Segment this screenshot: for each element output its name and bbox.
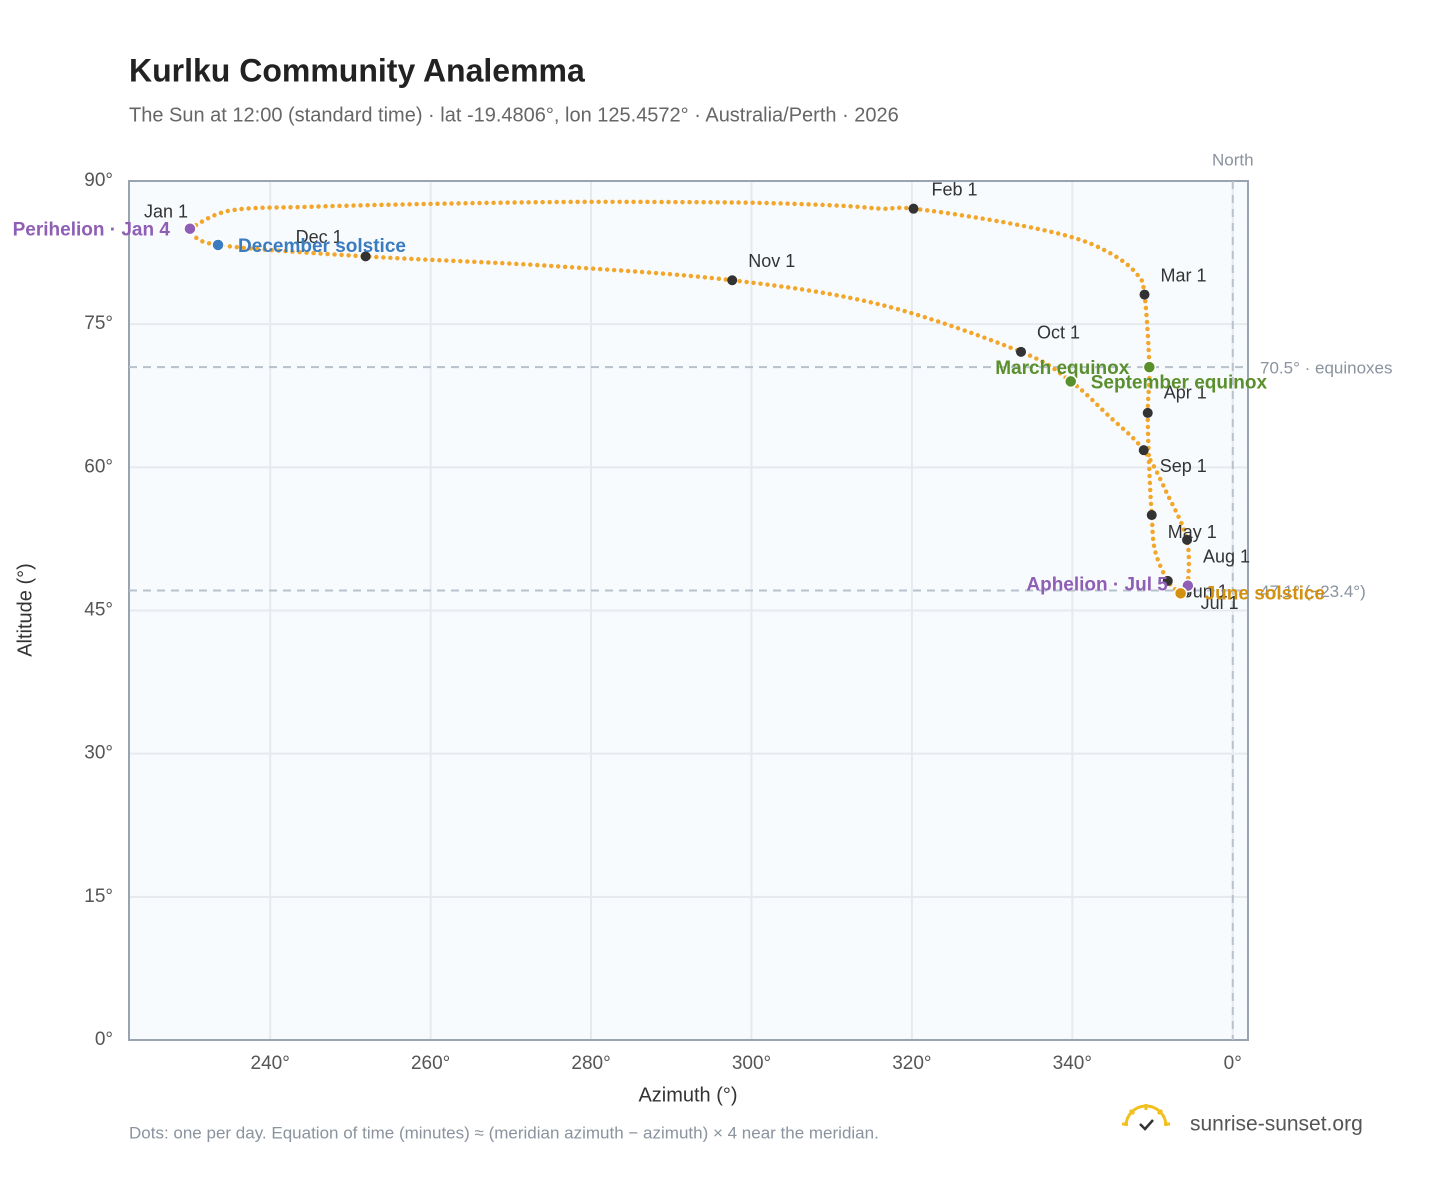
event-label: Perihelion · Jan 4 — [13, 220, 171, 241]
footnote: Dots: one per day. Equation of time (min… — [129, 1123, 879, 1142]
chart-title: Kurlku Community Analemma — [129, 52, 585, 88]
y-tick-label: 30° — [84, 743, 113, 764]
event-label: December solstice — [238, 236, 406, 257]
x-tick-label: 340° — [1053, 1053, 1092, 1074]
x-tick-label: 320° — [892, 1053, 931, 1074]
month-label: Oct 1 — [1037, 323, 1080, 343]
x-tick-label: 240° — [251, 1053, 290, 1074]
plot-border — [128, 180, 1249, 1041]
month-marker — [727, 275, 738, 286]
month-label: Mar 1 — [1161, 265, 1207, 285]
month-label: May 1 — [1168, 522, 1217, 542]
event-label: March equinox — [995, 358, 1130, 379]
x-tick-label: 280° — [571, 1053, 610, 1074]
month-label: Dec 1 — [296, 227, 343, 247]
brand-logo — [1122, 1104, 1170, 1131]
y-tick-label: 90° — [84, 170, 113, 191]
event-marker — [1063, 374, 1078, 389]
month-marker — [1139, 289, 1150, 300]
analemma-path — [187, 199, 1192, 597]
y-tick-label: 45° — [84, 600, 113, 621]
event-marker — [183, 221, 197, 236]
y-tick-label: 60° — [84, 456, 113, 477]
reference-label: 70.5° · equinoxes — [1260, 359, 1393, 378]
month-label: Nov 1 — [748, 251, 795, 271]
x-tick-label: 260° — [411, 1053, 450, 1074]
month-label: Jan 1 — [144, 201, 188, 221]
y-tick-label: 0° — [95, 1029, 113, 1050]
month-label: Jul 1 — [1201, 593, 1239, 613]
month-marker — [1015, 346, 1026, 357]
month-marker — [1146, 510, 1157, 521]
brand: sunrise-sunset.org — [1190, 1113, 1363, 1136]
month-marker — [1182, 534, 1193, 545]
month-label: Feb 1 — [932, 179, 978, 199]
event-label: Aphelion · Jul 5 — [1026, 575, 1168, 596]
month-label: Sep 1 — [1160, 456, 1207, 476]
event-label: September equinox — [1091, 372, 1268, 393]
north-label: North — [1212, 150, 1254, 169]
month-marker — [1142, 407, 1153, 418]
event-marker — [1142, 360, 1157, 374]
month-label: Apr 1 — [1164, 383, 1207, 403]
x-tick-label: 300° — [732, 1053, 771, 1074]
reference-label: 47.1° (−23.4°) — [1260, 582, 1366, 601]
y-tick-label: 75° — [84, 313, 113, 334]
month-marker — [1162, 575, 1173, 586]
event-marker — [1173, 586, 1188, 601]
month-marker — [908, 203, 919, 214]
event-marker — [211, 238, 225, 252]
month-marker — [1138, 445, 1149, 456]
x-tick-label: 0° — [1224, 1053, 1242, 1074]
month-label: Aug 1 — [1203, 547, 1250, 567]
y-axis-label: Altitude (°) — [14, 563, 36, 657]
y-tick-label: 15° — [84, 886, 113, 907]
month-marker — [360, 251, 371, 262]
x-axis-label: Azimuth (°) — [638, 1084, 737, 1106]
month-label: Jun 1 — [1184, 582, 1228, 602]
chart-subtitle: The Sun at 12:00 (standard time) · lat -… — [129, 104, 899, 126]
event-label: June solstice — [1205, 583, 1325, 604]
